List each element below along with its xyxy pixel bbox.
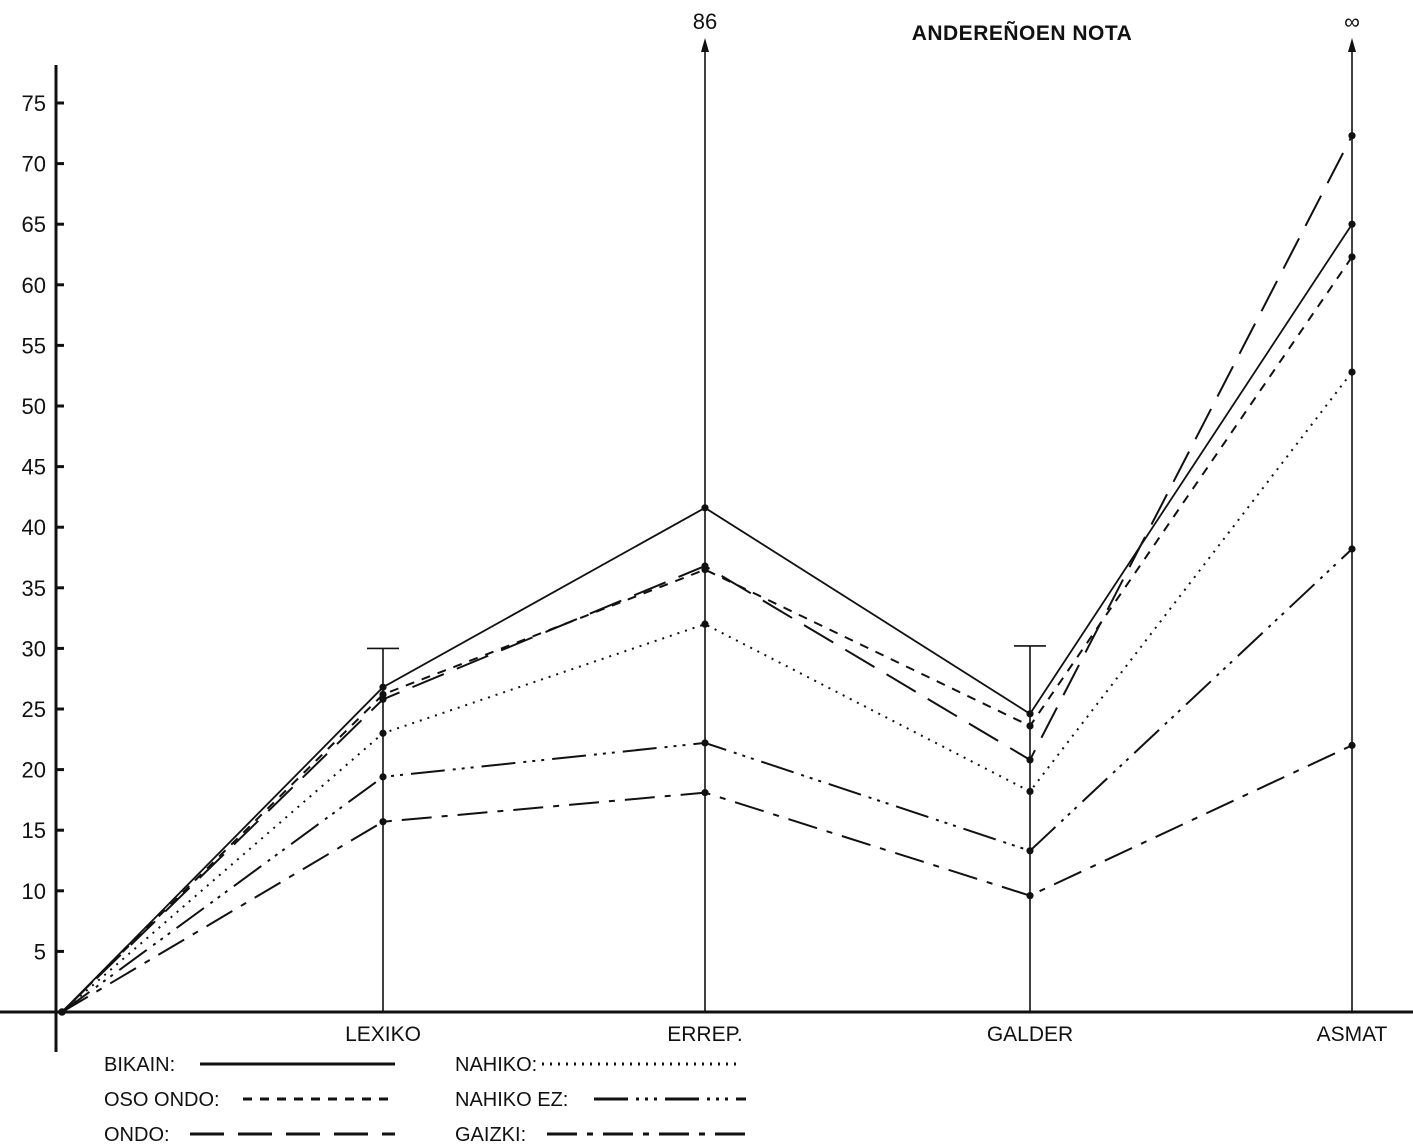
data-point — [1026, 722, 1034, 730]
data-point — [1348, 220, 1356, 228]
legend: BIKAIN: OSO ONDO: ONDO: NAHIKO: NAHIKO EZ: GA… — [104, 1054, 748, 1145]
y-tick-label: 45 — [22, 455, 46, 480]
y-tick-label: 35 — [22, 576, 46, 601]
data-point — [701, 789, 709, 797]
data-point — [1348, 368, 1356, 376]
annotations: 86 ∞ — [693, 9, 1360, 34]
series-line — [61, 744, 1353, 1013]
data-point — [701, 504, 709, 512]
data-point — [1348, 741, 1356, 749]
legend-entry-label: ONDO: — [104, 1124, 170, 1145]
y-tick-label: 30 — [22, 636, 46, 661]
data-point — [1026, 787, 1034, 796]
arrow-head — [1348, 38, 1356, 52]
series-line — [61, 548, 1353, 1013]
category-label: LEXIKO — [345, 1023, 421, 1046]
legend-entry-label: NAHIKO EZ: — [455, 1089, 568, 1111]
y-tick-label: 25 — [22, 697, 46, 722]
legend-entry-label: BIKAIN: — [104, 1054, 175, 1076]
chart-title: ANDEREÑOEN NOTA — [912, 22, 1133, 45]
y-tick-label: 20 — [22, 758, 46, 783]
data-point — [701, 562, 709, 570]
data-point — [379, 818, 387, 826]
series-line — [61, 135, 1353, 1013]
legend-entry-label: NAHIKO: — [455, 1054, 537, 1076]
y-tick-label: 70 — [22, 152, 46, 177]
series-line — [61, 256, 1353, 1013]
y-tick-label: 55 — [22, 333, 46, 358]
data-point — [1348, 253, 1356, 261]
y-tick-label: 60 — [22, 273, 46, 298]
category-label: ASMAT — [1317, 1023, 1388, 1046]
data-point — [1348, 545, 1356, 553]
category-label: GALDER — [987, 1023, 1073, 1046]
data-point — [701, 620, 709, 628]
category-lines — [367, 38, 1356, 1012]
y-tick-label: 75 — [22, 91, 46, 116]
series-group — [58, 132, 1356, 1016]
y-ticks: 5 10 15 20 25 30 35 40 45 50 55 60 65 70 75 — [22, 91, 64, 964]
axes — [0, 65, 1413, 1052]
data-point — [701, 739, 709, 747]
y-tick-label: 65 — [22, 212, 46, 237]
series-line — [61, 371, 1353, 1013]
data-point — [1026, 710, 1034, 718]
data-point — [1026, 756, 1034, 764]
data-point — [379, 773, 387, 781]
data-point — [379, 683, 387, 691]
data-point — [1348, 132, 1356, 140]
data-point — [379, 729, 387, 737]
y-tick-label: 15 — [22, 818, 46, 843]
arrow-head — [701, 38, 709, 52]
data-point — [1026, 847, 1034, 855]
y-tick-label: 5 — [34, 939, 46, 964]
y-tick-label: 40 — [22, 515, 46, 540]
y-tick-label: 50 — [22, 394, 46, 419]
legend-entry-label: OSO ONDO: — [104, 1089, 220, 1111]
category-label: ERREP. — [667, 1023, 742, 1046]
legend-entry-label: GAIZKI: — [455, 1124, 526, 1145]
data-point — [58, 1008, 66, 1016]
category-labels: LEXIKO ERREP. GALDER ASMAT — [345, 1023, 1387, 1046]
data-point — [1026, 892, 1034, 900]
series-line — [61, 223, 1353, 1013]
top-annotation: ∞ — [1344, 9, 1360, 34]
top-annotation: 86 — [693, 9, 717, 34]
data-point — [379, 695, 387, 703]
y-tick-label: 10 — [22, 879, 46, 904]
